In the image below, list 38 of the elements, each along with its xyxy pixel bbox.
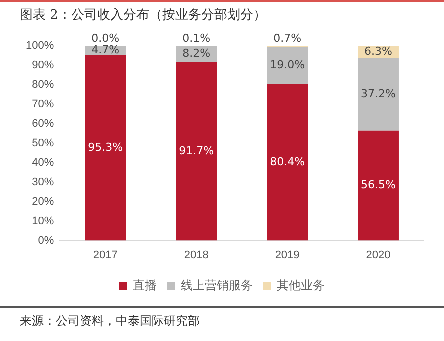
- y-tick-label: 60%: [32, 118, 54, 130]
- data-label: 0.0%: [92, 32, 120, 46]
- y-tick-label: 70%: [32, 98, 54, 111]
- x-tick-label: 2019: [275, 249, 300, 262]
- bar: [267, 47, 308, 84]
- y-tick-label: 20%: [32, 196, 54, 208]
- legend-label: 直播: [133, 278, 157, 292]
- y-tick-label: 80%: [32, 79, 54, 92]
- data-label: 4.7%: [92, 44, 120, 57]
- data-label: 19.0%: [270, 58, 306, 72]
- source-note: 来源：公司资料，中泰国际研究部: [20, 313, 200, 330]
- data-label: 37.2%: [361, 88, 396, 101]
- y-tick-label: 50%: [32, 138, 54, 150]
- data-label: 91.7%: [179, 144, 214, 158]
- data-label: 6.3%: [364, 45, 392, 58]
- x-tick-label: 2020: [366, 249, 391, 262]
- bar: [85, 55, 126, 241]
- y-tick-label: 30%: [32, 176, 54, 188]
- y-tick-label: 100%: [26, 40, 54, 52]
- data-label: 80.4%: [270, 155, 306, 168]
- data-label: 95.3%: [88, 140, 124, 154]
- y-tick-label: 40%: [32, 156, 54, 169]
- data-label: 8.2%: [182, 47, 211, 60]
- bar: [358, 130, 399, 241]
- legend-label: 线上营销服务: [181, 278, 253, 292]
- legend-label: 其他业务: [277, 278, 325, 292]
- chart-title: 图表 2：公司收入分布（按业务分部划分）: [20, 7, 266, 24]
- bar: [176, 62, 218, 241]
- y-tick-label: 90%: [32, 60, 54, 72]
- x-tick-label: 2017: [93, 249, 118, 262]
- data-label: 56.5%: [361, 178, 396, 192]
- x-tick-label: 2018: [184, 249, 209, 262]
- data-label: 0.1%: [182, 32, 211, 46]
- bar: [267, 84, 308, 241]
- y-tick-label: 0%: [38, 234, 54, 247]
- y-tick-label: 10%: [32, 215, 54, 228]
- bar: [358, 58, 399, 131]
- data-label: 0.7%: [274, 32, 302, 45]
